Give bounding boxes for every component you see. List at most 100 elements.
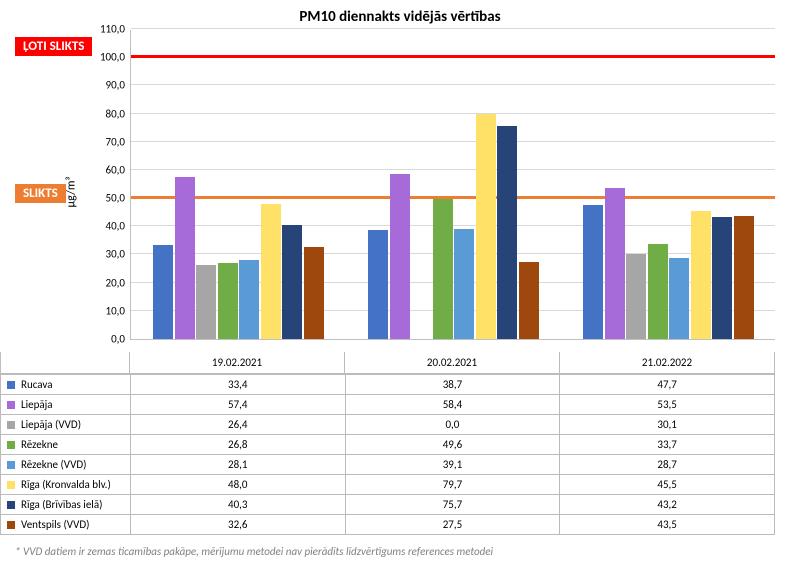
legend-cell: Rēzekne (VVD) <box>1 455 131 475</box>
value-cell: 43,2 <box>560 495 775 515</box>
bar-group <box>561 30 776 339</box>
bar <box>390 174 410 339</box>
value-cell: 49,6 <box>345 435 560 455</box>
legend-label: Rucava <box>21 378 52 391</box>
yaxis-label: μg/m³ <box>64 177 78 208</box>
legend-label: Rēzekne <box>21 438 58 451</box>
legend-label: Rīga (Brīvības ielā) <box>21 498 102 511</box>
legend-swatch <box>7 521 15 529</box>
value-cell: 48,0 <box>130 475 345 495</box>
legend-swatch <box>7 421 15 429</box>
ytick-label: 110,0 <box>100 23 131 36</box>
ytick-label: 90,0 <box>106 79 131 92</box>
bar <box>175 177 195 339</box>
bar <box>712 217 732 339</box>
legend-cell: Rēzekne <box>1 435 131 455</box>
legend-label: Liepāja (VVD) <box>21 418 81 431</box>
bar <box>153 245 173 339</box>
bar <box>261 204 281 339</box>
ytick-label: 40,0 <box>106 220 131 233</box>
bar-group <box>346 30 561 339</box>
legend-cell: Rucava <box>1 375 131 395</box>
legend-swatch <box>7 441 15 449</box>
table-row: Rucava 33,438,747,7 <box>1 375 775 395</box>
bar <box>282 225 302 339</box>
legend-swatch <box>7 401 15 409</box>
gridline <box>131 28 775 29</box>
bar <box>691 211 711 339</box>
value-cell: 53,5 <box>560 395 775 415</box>
plot-wrapper: 0,010,020,030,040,050,060,070,080,090,01… <box>130 30 775 340</box>
legend-cell: Rīga (Kronvalda blv.) <box>1 475 131 495</box>
value-cell: 43,5 <box>560 515 775 535</box>
value-cell: 32,6 <box>130 515 345 535</box>
value-cell: 79,7 <box>345 475 560 495</box>
legend-swatch <box>7 481 15 489</box>
ytick-label: 30,0 <box>106 248 131 261</box>
xaxis-label: 21.02.2022 <box>560 352 775 374</box>
legend-cell: Rīga (Brīvības ielā) <box>1 495 131 515</box>
legend-cell: Ventspils (VVD) <box>1 515 131 535</box>
legend-label: Rīga (Kronvalda blv.) <box>21 478 111 491</box>
legend-swatch <box>7 381 15 389</box>
table-row: Rīga (Brīvības ielā) 40,375,743,2 <box>1 495 775 515</box>
xaxis-row: 19.02.202120.02.202121.02.2022 <box>0 352 775 374</box>
ytick-label: 10,0 <box>106 304 131 317</box>
value-cell: 75,7 <box>345 495 560 515</box>
bar <box>519 262 539 340</box>
ytick-label: 0,0 <box>111 333 131 346</box>
bar <box>669 258 689 339</box>
value-cell: 33,4 <box>130 375 345 395</box>
legend-swatch <box>7 501 15 509</box>
plot-area: 0,010,020,030,040,050,060,070,080,090,01… <box>130 30 775 340</box>
value-cell: 26,8 <box>130 435 345 455</box>
legend-label: Liepāja <box>21 398 53 411</box>
value-cell: 38,7 <box>345 375 560 395</box>
value-cell: 47,7 <box>560 375 775 395</box>
threshold-label: ĻOTI SLIKTS <box>15 37 92 56</box>
table-row: Rēzekne (VVD) 28,139,128,7 <box>1 455 775 475</box>
legend-label: Rēzekne (VVD) <box>21 458 86 471</box>
bar <box>304 247 324 339</box>
ytick-label: 50,0 <box>106 192 131 205</box>
data-table: Rucava33,438,747,7Liepāja57,458,453,5Lie… <box>0 374 775 535</box>
chart-container: PM10 diennakts vidējās vērtības 0,010,02… <box>0 0 800 566</box>
bar <box>648 244 668 339</box>
bar <box>239 260 259 339</box>
xaxis-blank <box>0 352 130 374</box>
table-row: Liepāja (VVD) 26,40,030,1 <box>1 415 775 435</box>
bar <box>218 263 238 339</box>
bar <box>734 216 754 339</box>
ytick-label: 100,0 <box>100 51 131 64</box>
ytick-label: 80,0 <box>106 107 131 120</box>
bar <box>454 229 474 339</box>
value-cell: 28,7 <box>560 455 775 475</box>
bar <box>497 126 517 339</box>
legend-label: Ventspils (VVD) <box>21 518 89 531</box>
value-cell: 26,4 <box>130 415 345 435</box>
value-cell: 39,1 <box>345 455 560 475</box>
ytick-label: 20,0 <box>106 276 131 289</box>
bar <box>368 230 388 339</box>
legend-cell: Liepāja <box>1 395 131 415</box>
legend-swatch <box>7 461 15 469</box>
value-cell: 28,1 <box>130 455 345 475</box>
xaxis-label: 20.02.2021 <box>345 352 560 374</box>
value-cell: 40,3 <box>130 495 345 515</box>
ytick-label: 60,0 <box>106 163 131 176</box>
value-cell: 45,5 <box>560 475 775 495</box>
bar <box>583 205 603 339</box>
xaxis-label: 19.02.2021 <box>130 352 345 374</box>
bar <box>476 114 496 339</box>
value-cell: 33,7 <box>560 435 775 455</box>
value-cell: 58,4 <box>345 395 560 415</box>
ytick-label: 70,0 <box>106 135 131 148</box>
bar <box>196 265 216 339</box>
table-row: Ventspils (VVD)32,627,543,5 <box>1 515 775 535</box>
value-cell: 30,1 <box>560 415 775 435</box>
bar-group <box>131 30 346 339</box>
value-cell: 0,0 <box>345 415 560 435</box>
bar <box>605 188 625 339</box>
value-cell: 57,4 <box>130 395 345 415</box>
legend-cell: Liepāja (VVD) <box>1 415 131 435</box>
